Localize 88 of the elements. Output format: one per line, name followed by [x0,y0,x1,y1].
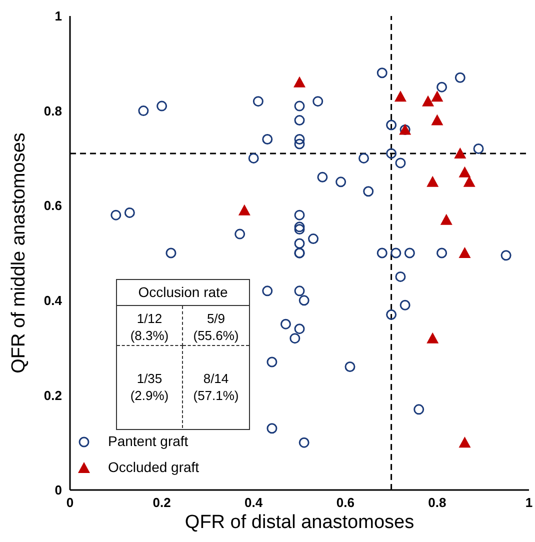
point [294,210,305,220]
x-axis-title: QFR of distal anastomoses [184,512,414,533]
point [124,207,135,218]
point [386,120,397,130]
x-tick-label: 1 [525,495,533,510]
point [138,106,149,116]
point [426,176,439,187]
point [294,238,305,249]
point [294,76,306,88]
point [262,134,273,144]
point [294,222,305,232]
y-tick-label: 0 [54,482,62,498]
annotation: 5/9 [206,310,226,327]
point [294,324,305,334]
point [431,114,444,126]
point [376,68,388,78]
point [400,300,410,310]
annotation: (2.9%) [129,387,170,404]
point [390,248,402,258]
point [386,148,397,159]
point [298,295,310,306]
point [473,143,484,154]
point [454,147,466,158]
x-tick-label: 0.6 [336,495,354,510]
point [426,332,439,344]
y-tick-label: 0.6 [44,198,62,214]
point [312,96,324,107]
point [156,100,168,112]
point [294,286,305,296]
point [266,356,278,368]
point [110,210,122,220]
point [294,115,305,126]
y-axis-title: QFR of middle anastomoses [8,132,30,374]
legend-label: Occluded graft [108,459,200,475]
point [458,436,471,448]
point [458,247,471,258]
point [414,404,424,415]
point [294,138,305,150]
x-tick-label: 0.4 [244,495,264,510]
point [395,158,406,168]
point [463,176,476,187]
annotation: (55.6%) [192,327,240,344]
point [238,204,250,216]
point [266,423,278,434]
point [290,333,300,344]
point [252,96,264,107]
point [395,271,406,282]
y-tick-label: 0.8 [44,103,62,118]
point [336,176,346,188]
point [404,248,415,258]
point [298,437,310,448]
point [386,309,397,320]
point [294,100,305,112]
y-tick-label: 0.2 [44,388,62,403]
point [363,186,374,197]
point [262,286,273,296]
point [294,224,305,235]
point [308,234,319,244]
point [294,134,305,144]
annotation: Occlusion rate [117,280,249,306]
point [376,248,388,258]
point [436,82,448,92]
point [458,166,471,178]
y-tick-label: 0.4 [44,293,63,308]
annotation: 1/12 [136,310,164,327]
y-tick-label: 1 [54,8,62,24]
annotation: (8.3%) [129,327,170,344]
point [440,214,452,225]
point [248,152,259,164]
point [317,172,328,182]
point [500,250,512,261]
x-tick-label: 0.8 [428,495,446,510]
point [422,95,434,106]
point [431,90,444,102]
point [280,318,291,330]
point [454,72,466,83]
point [394,90,406,102]
annotation: 1/35 [136,370,164,387]
annotation: (57.1%) [192,387,240,404]
legend-label: Pantent graft [108,433,188,449]
point [344,362,356,372]
point [436,248,448,258]
point [166,248,176,258]
x-tick-label: 0.2 [152,495,171,510]
x-tick-label: 0 [66,495,74,510]
annotation: 8/14 [202,370,230,387]
point [358,152,370,164]
point [234,228,246,240]
